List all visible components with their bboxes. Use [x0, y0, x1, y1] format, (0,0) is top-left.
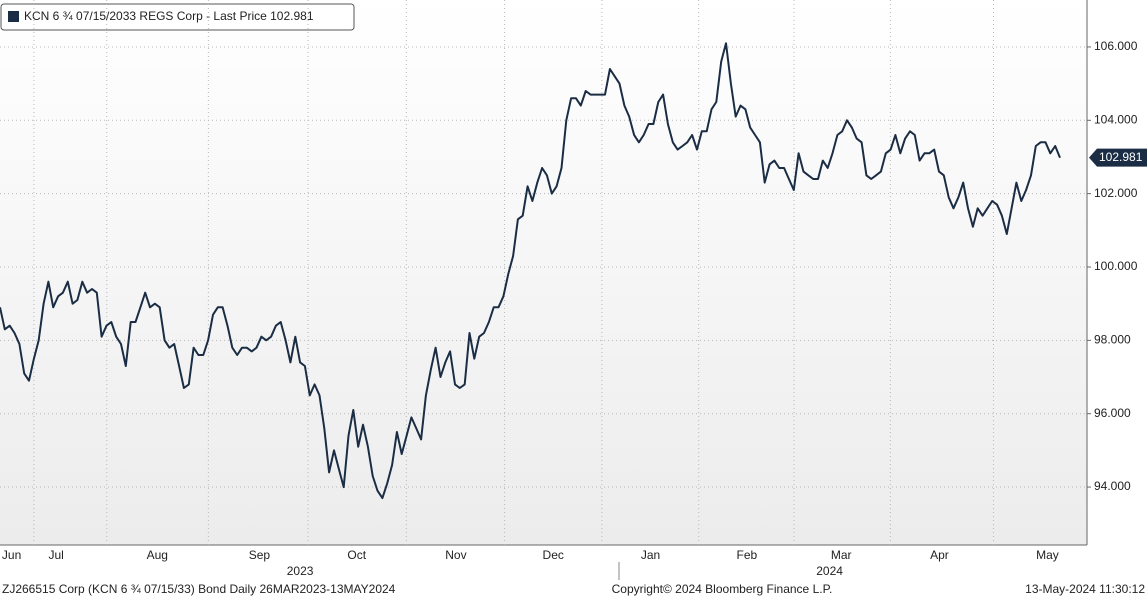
y-tick-label: 100.000	[1094, 259, 1138, 273]
footer-left: ZJ266515 Corp (KCN 6 ¾ 07/15/33) Bond Da…	[2, 582, 396, 596]
legend-box	[0, 3, 355, 31]
x-tick-label: Dec	[543, 548, 564, 562]
x-tick-label: Oct	[347, 548, 366, 562]
y-tick-label: 106.000	[1094, 39, 1138, 53]
legend-swatch	[8, 11, 19, 22]
legend: KCN 6 ¾ 07/15/2033 REGS Corp - Last Pric…	[0, 3, 355, 31]
year-label: 2024	[816, 564, 843, 578]
x-tick-label: Aug	[147, 548, 168, 562]
x-tick-label: Sep	[249, 548, 271, 562]
price-line	[0, 42, 1061, 500]
footer-center: Copyright© 2024 Bloomberg Finance L.P.	[612, 582, 833, 596]
plot-area	[0, 0, 1087, 545]
legend-label: KCN 6 ¾ 07/15/2033 REGS Corp - Last Pric…	[24, 9, 314, 23]
x-tick-label: Jan	[641, 548, 660, 562]
y-tick-label: 96.000	[1094, 406, 1131, 420]
x-tick-label: Apr	[930, 548, 949, 562]
x-tick-label: Mar	[831, 548, 852, 562]
y-tick-label: 104.000	[1094, 112, 1138, 126]
x-tick-label: Jul	[48, 548, 63, 562]
last-price-label: 102.981	[1099, 150, 1143, 164]
x-tick-label: Jun	[2, 548, 21, 562]
y-tick-label: 102.000	[1094, 186, 1138, 200]
last-price-tag-shape	[1089, 148, 1147, 167]
x-tick-label: May	[1036, 548, 1059, 562]
footer-right: 13-May-2024 11:30:12	[1025, 582, 1145, 596]
y-tick-label: 94.000	[1094, 479, 1131, 493]
year-label: 2023	[287, 564, 314, 578]
y-tick-label: 98.000	[1094, 333, 1131, 347]
x-tick-label: Nov	[445, 548, 466, 562]
last-price-tag: 102.981	[1089, 148, 1147, 167]
x-tick-label: Feb	[736, 548, 757, 562]
